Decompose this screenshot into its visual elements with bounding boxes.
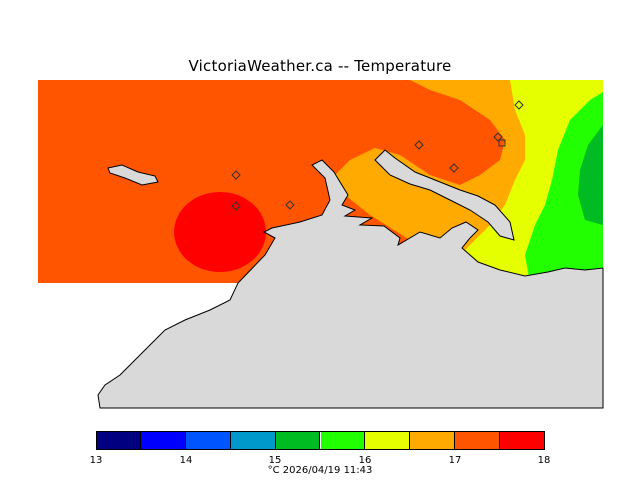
legend-swatch	[455, 431, 501, 450]
temp-region-18	[174, 192, 266, 272]
legend-tick-label: 14	[179, 455, 193, 466]
station-marker[interactable]	[231, 201, 241, 211]
legend-swatch	[230, 431, 276, 450]
legend-footer: °C 2026/04/19 11:43	[267, 465, 373, 476]
station-marker-square[interactable]	[498, 139, 506, 147]
station-markers	[231, 100, 524, 211]
legend-swatch	[140, 431, 186, 450]
legend-swatch	[365, 431, 411, 450]
legend-tick-label: 16	[358, 455, 372, 466]
legend-swatch	[410, 431, 456, 450]
legend-tick-label: 13	[89, 455, 103, 466]
legend-swatch	[185, 431, 231, 450]
legend-swatch	[320, 431, 366, 450]
island-strait	[374, 149, 515, 241]
temp-region-15	[578, 125, 603, 225]
legend-tick-label: 15	[268, 455, 282, 466]
map-title: VictoriaWeather.ca -- Temperature	[188, 57, 452, 75]
legend-frame	[96, 431, 545, 450]
color-legend	[96, 431, 552, 451]
station-marker[interactable]	[493, 132, 503, 142]
island-small	[107, 164, 159, 186]
station-marker[interactable]	[285, 200, 295, 210]
temp-region-15-5	[525, 92, 603, 283]
legend-tick-label: 18	[537, 455, 551, 466]
station-marker[interactable]	[449, 163, 459, 173]
station-marker[interactable]	[414, 140, 424, 150]
legend-tick-label: 17	[448, 455, 462, 466]
legend-swatch	[275, 431, 321, 450]
legend-swatch	[96, 431, 141, 450]
station-marker[interactable]	[514, 100, 524, 110]
station-marker[interactable]	[231, 170, 241, 180]
land-mass	[97, 159, 604, 409]
